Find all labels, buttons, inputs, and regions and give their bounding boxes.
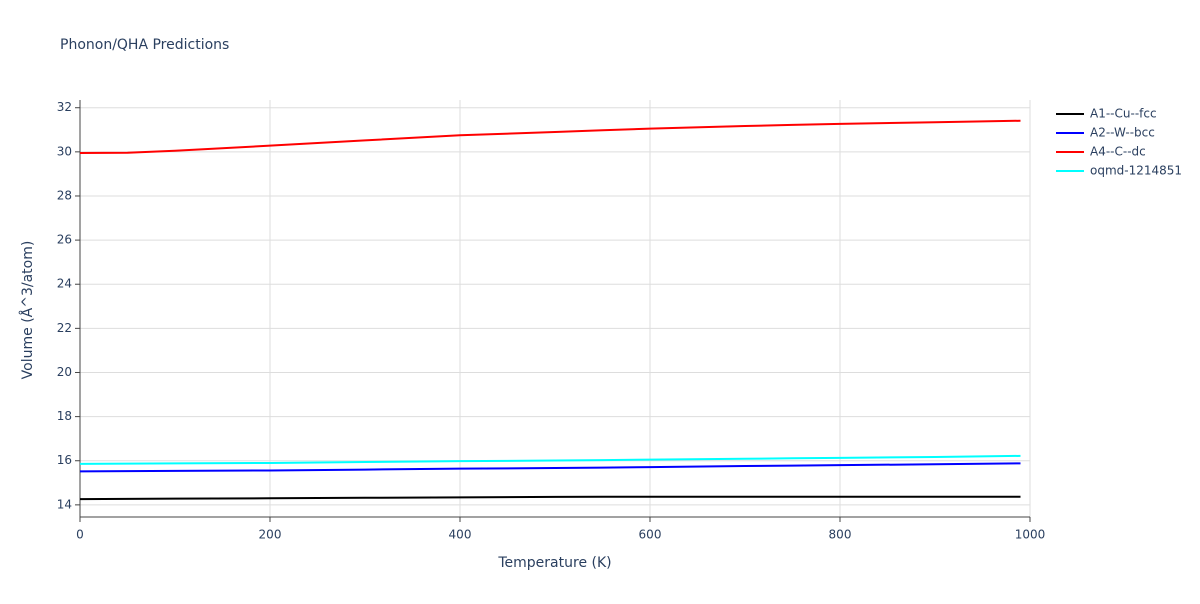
- series-line: [79, 462, 1021, 473]
- legend-label: A2--W--bcc: [1090, 126, 1155, 140]
- y-tick-label: 20: [57, 365, 72, 379]
- x-axis-label: Temperature (K): [497, 555, 611, 571]
- y-tick-label: 28: [57, 188, 72, 202]
- y-tick-label: 18: [57, 409, 72, 423]
- series-line: [79, 454, 1021, 465]
- chart-title: Phonon/QHA Predictions: [60, 37, 229, 53]
- y-tick-label: 32: [57, 100, 72, 114]
- y-tick-label: 24: [57, 277, 72, 291]
- x-tick-label: 1000: [1015, 528, 1046, 542]
- legend-label: A1--Cu--fcc: [1090, 107, 1157, 121]
- x-tick-label: 400: [449, 528, 472, 542]
- y-axis-label: Volume (Å^3/atom): [19, 241, 36, 380]
- x-tick-label: 200: [259, 528, 282, 542]
- x-tick-label: 0: [76, 528, 84, 542]
- y-tick-label: 26: [57, 233, 72, 247]
- series-line: [79, 119, 1021, 154]
- y-tick-label: 30: [57, 144, 72, 158]
- y-tick-label: 14: [57, 497, 72, 511]
- series-line: [79, 495, 1021, 501]
- y-tick-label: 16: [57, 453, 72, 467]
- x-tick-label: 600: [639, 528, 662, 542]
- x-tick-label: 800: [829, 528, 852, 542]
- y-tick-label: 22: [57, 321, 72, 335]
- legend-label: oqmd-1214851: [1090, 164, 1182, 178]
- legend-label: A4--C--dc: [1090, 145, 1146, 159]
